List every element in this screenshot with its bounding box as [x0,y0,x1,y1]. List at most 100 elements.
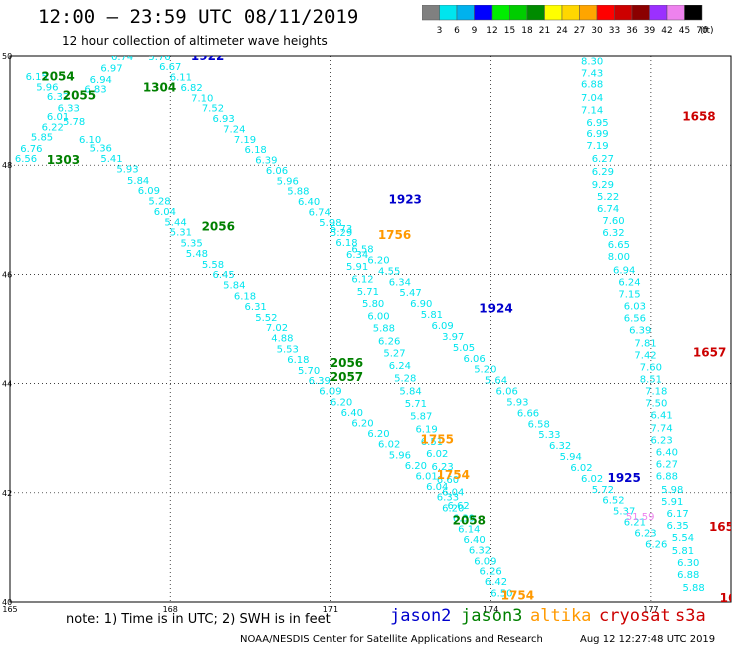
wave-height-point: 6.67 [159,62,181,73]
wave-height-point: 6.40 [464,535,486,546]
wave-height-point: 5.96 [389,450,411,461]
wave-height-point: 5.35 [180,239,202,250]
colorbar-tick-label: 33 [609,26,620,36]
wave-height-point: 5.88 [287,187,309,198]
wave-height-point: 6.33 [437,492,459,503]
wave-height-point: 8.00 [608,252,630,263]
wave-height-point: 5.20 [474,365,496,376]
wave-height-point: 6.03 [624,301,646,312]
wave-height-point: 6.51 [421,437,443,448]
y-tick-label: 50 [2,52,12,61]
pass-time-label: 1754 [501,588,534,602]
wave-height-point: 7.50 [645,399,667,410]
wave-height-point: 6.33 [58,104,80,115]
colorbar-tick-label: 6 [454,26,460,36]
wave-height-point: 5.85 [31,133,53,144]
x-tick-label: 171 [323,605,338,614]
satellite-label-cryosat: cryosat [599,606,671,626]
colorbar: 3 6 9 12 15 18 21 24 27 30 33 36 39 42 45 70(ft) [422,5,714,36]
wave-height-point: 5.37 [613,507,635,518]
wave-height-point: 6.40 [656,448,678,459]
wave-height-point: 6.93 [212,114,234,125]
wave-height-point: 7.10 [191,93,213,104]
wave-height-point: 6.35 [666,521,688,532]
wave-height-point: 6.74 [309,207,331,218]
wave-height-point: 5.84 [127,176,149,187]
wave-height-point: 6.01 [47,112,69,123]
wave-height-point: 5.71 [405,399,427,410]
wave-height-point: 4.55 [378,266,400,277]
wave-height-point: 7.15 [618,289,640,300]
wave-height-point: 6.29 [592,167,614,178]
colorbar-tick-label: 30 [591,26,603,36]
wave-height-point: 6.12 [351,275,373,286]
wave-height-point: 6.02 [570,463,592,474]
wave-height-point: 6.32 [602,228,624,239]
colorbar-tick-label: 42 [661,26,672,36]
wave-height-point: 5.88 [682,583,704,594]
wave-height-point: 6.40 [341,408,363,419]
wave-height-point: 9.29 [592,180,614,191]
wave-height-point: 6.90 [410,299,432,310]
y-tick-label: 48 [2,161,12,170]
wave-height-point: 6.26 [378,336,400,347]
pass-time-label: 1303 [47,153,80,167]
wave-height-point: 5.96 [277,176,299,187]
wave-height-point: 6.20 [367,429,389,440]
wave-height-point: 6.21 [624,518,646,529]
wave-height-point: 5.81 [672,546,694,557]
wave-height-point: 6.09 [431,321,453,332]
wave-height-point: 5.33 [538,430,560,441]
wave-height-point: 6.56 [15,154,37,165]
wave-height-point: 6.14 [458,525,480,536]
wave-height-point: 8.51 [640,375,662,386]
wave-height-point: 6.50 [490,589,512,600]
wave-height-point: 6.04 [154,207,176,218]
wave-height-point: 6.76 [20,144,42,155]
wave-height-point: 5.70 [298,366,320,377]
pass-time-label: 1924 [479,302,512,316]
page-subtitle: 12 hour collection of altimeter wave hei… [62,34,328,48]
colorbar-tick-label: 9 [472,26,478,36]
wave-height-point: 6.02 [581,474,603,485]
wave-height-point: 5.98 [661,485,683,496]
wave-height-point: 7.60 [602,216,624,227]
wave-height-point: 5.87 [410,412,432,423]
wave-height-point: 5.05 [453,343,475,354]
wave-height-point: 51.59 [626,512,655,523]
wave-height-point: 6.74 [111,52,133,63]
wave-height-point: 6.88 [656,472,678,483]
wave-height-point: 6.15 [26,72,48,83]
wave-height-point: 6.42 [485,577,507,588]
wave-height-point: 6.41 [650,411,672,422]
wave-height-point: 5.27 [383,348,405,359]
wave-height-point: 6.27 [656,460,678,471]
wave-height-point: 5.47 [399,288,421,299]
wave-height-point: 6.39 [309,376,331,387]
satellite-label-s3a: s3a [675,606,706,626]
wave-height-point: 6.32 [469,545,491,556]
pass-time-label: 1304 [143,80,176,94]
x-tick-label: 174 [483,605,498,614]
wave-height-point: 7.60 [640,362,662,373]
wave-height-point: 5.22 [597,192,619,203]
pass-time-label: 1754 [437,468,470,482]
wave-height-point: 6.09 [138,186,160,197]
wave-height-point: 6.23 [634,528,656,539]
wave-height-point: 5.73 [330,224,352,235]
wave-height-point: 5.48 [186,249,208,260]
wave-height-point: 6.94 [613,265,635,276]
footer-note: note: 1) Time is in UTC; 2) SWH is in fe… [66,612,331,627]
pass-time-label: 1923 [389,192,422,206]
colorbar-swatch [684,5,703,21]
wave-height-point: 6.34 [389,277,411,288]
wave-height-point: 5.94 [560,452,582,463]
wave-height-point: 6.23 [431,462,453,473]
colorbar-tick-label: 15 [504,26,515,36]
wave-height-point: 5.41 [100,154,122,165]
generated-timestamp: Aug 12 12:27:48 UTC 2019 [580,634,716,645]
pass-time-label: 2054 [41,70,74,84]
pass-time-label: 2057 [330,370,363,384]
wave-height-point: 6.20 [367,255,389,266]
wave-height-point: 5.58 [202,260,224,271]
